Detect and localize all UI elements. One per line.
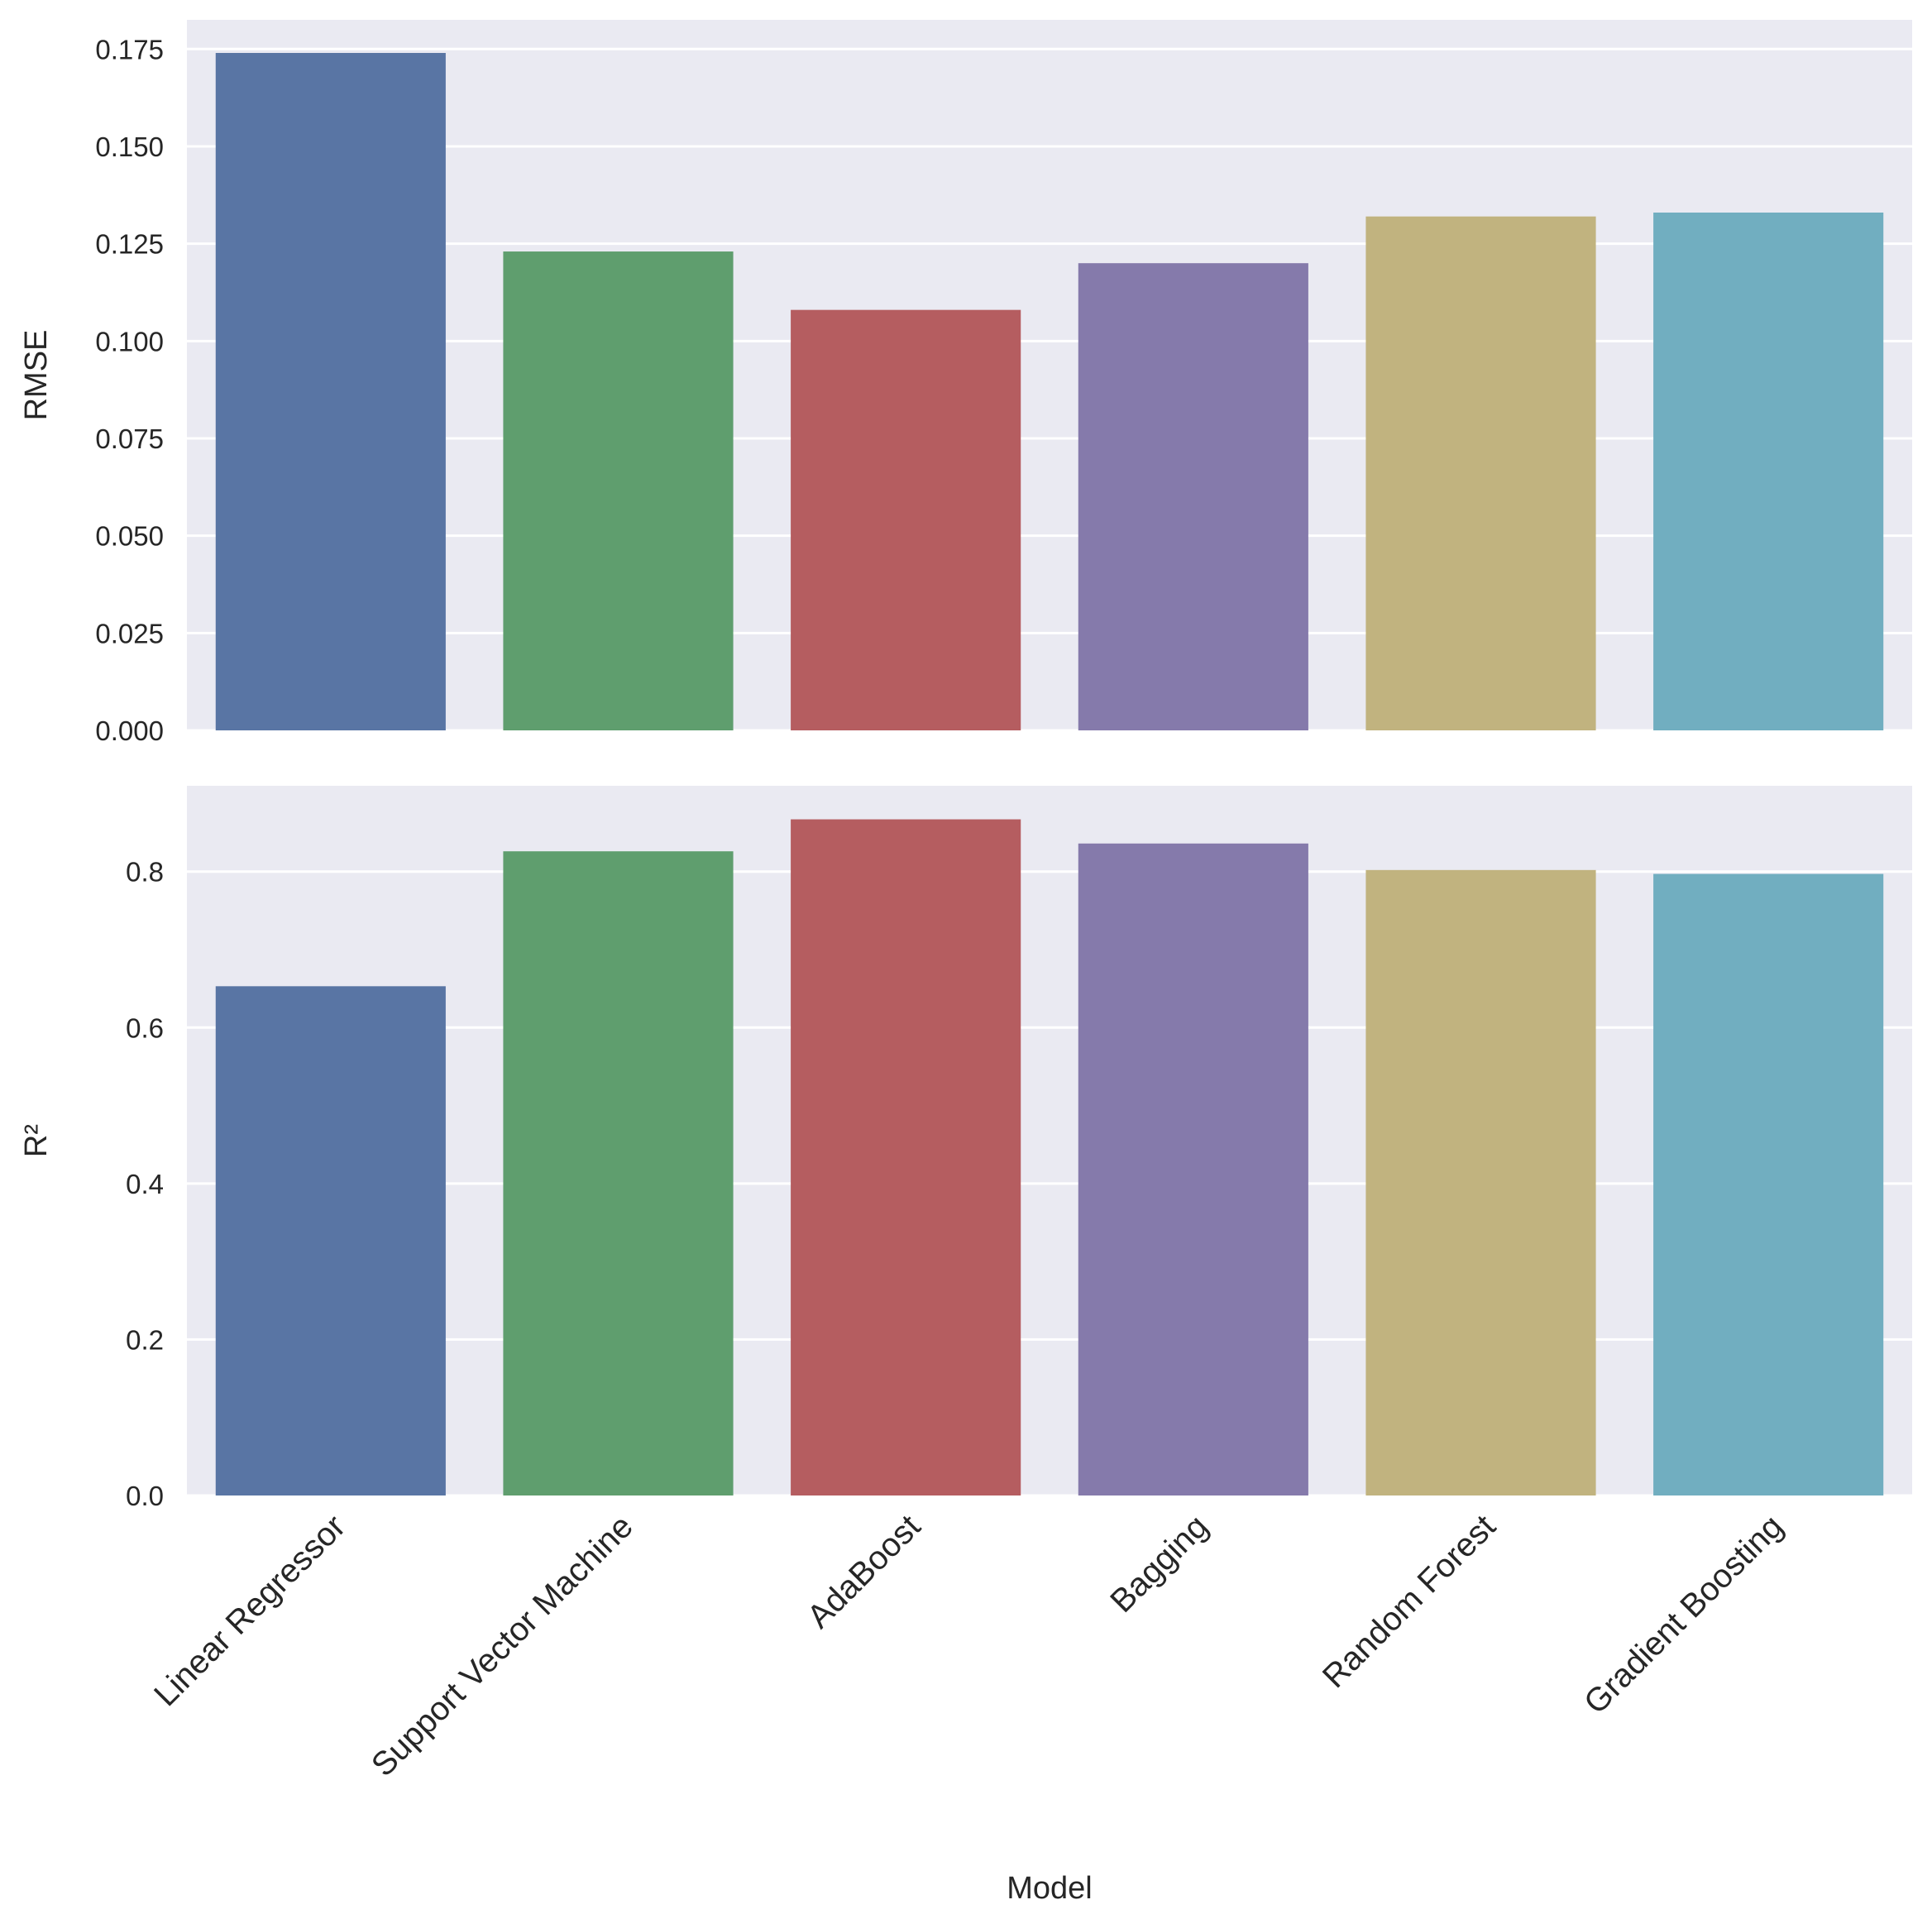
r2-y-tick-label: 0.2 xyxy=(126,1324,164,1355)
rmse-y-axis-label: RMSE xyxy=(19,330,54,421)
rmse-panel: 0.000 0.025 0.050 0.075 0.100 0.125 0.150 0.175… xyxy=(19,20,1912,746)
rmse-bar-support-vector-machine xyxy=(503,251,734,731)
r2-y-axis-label: R² xyxy=(19,1124,54,1157)
x-axis-label: Model xyxy=(1007,1871,1093,1906)
rmse-y-tick-label: 0.125 xyxy=(95,229,164,260)
x-tick-label-random-forest: Random Forest xyxy=(1316,1508,1503,1695)
r2-bar-bagging xyxy=(1078,843,1308,1495)
x-tick-label-linear-regressor: Linear Regressor xyxy=(147,1508,352,1713)
r2-panel: 0.0 0.2 0.4 0.6 0.8 R² Linear Regressor Support… xyxy=(19,786,1912,1906)
r2-bar-random-forest xyxy=(1365,869,1596,1495)
rmse-bar-linear-regressor xyxy=(215,53,446,730)
rmse-y-tick-label: 0.150 xyxy=(95,132,164,162)
x-tick-label-bagging: Bagging xyxy=(1103,1508,1215,1620)
r2-bar-linear-regressor xyxy=(215,986,446,1495)
r2-y-tick-label: 0.6 xyxy=(126,1012,164,1043)
r2-y-tick-label: 0.4 xyxy=(126,1169,164,1199)
rmse-y-tick-label: 0.100 xyxy=(95,326,164,357)
rmse-y-tick-label: 0.175 xyxy=(95,34,164,65)
r2-bar-adaboost xyxy=(791,819,1021,1495)
rmse-y-tick-label: 0.050 xyxy=(95,521,164,552)
x-tick-label-adaboost: AdaBoost xyxy=(801,1508,928,1635)
r2-y-tick-label: 0.0 xyxy=(126,1481,164,1511)
r2-plot-background xyxy=(187,786,1912,1495)
rmse-y-tick-label: 0.025 xyxy=(95,618,164,648)
x-tick-label-gradient-boosting: Gradient Boosting xyxy=(1577,1508,1791,1721)
rmse-bar-bagging xyxy=(1078,263,1308,730)
x-tick-label-support-vector-machine: Support Vector Machine xyxy=(365,1508,640,1783)
r2-bar-support-vector-machine xyxy=(503,851,734,1495)
rmse-bar-adaboost xyxy=(791,309,1021,730)
rmse-bar-random-forest xyxy=(1365,216,1596,730)
rmse-bar-gradient-boosting xyxy=(1653,212,1884,731)
rmse-y-tick-label: 0.075 xyxy=(95,424,164,454)
rmse-y-tick-label: 0.000 xyxy=(95,715,164,746)
rmse-plot-background xyxy=(187,20,1912,730)
r2-bar-gradient-boosting xyxy=(1653,873,1884,1495)
r2-y-tick-label: 0.8 xyxy=(126,857,164,888)
